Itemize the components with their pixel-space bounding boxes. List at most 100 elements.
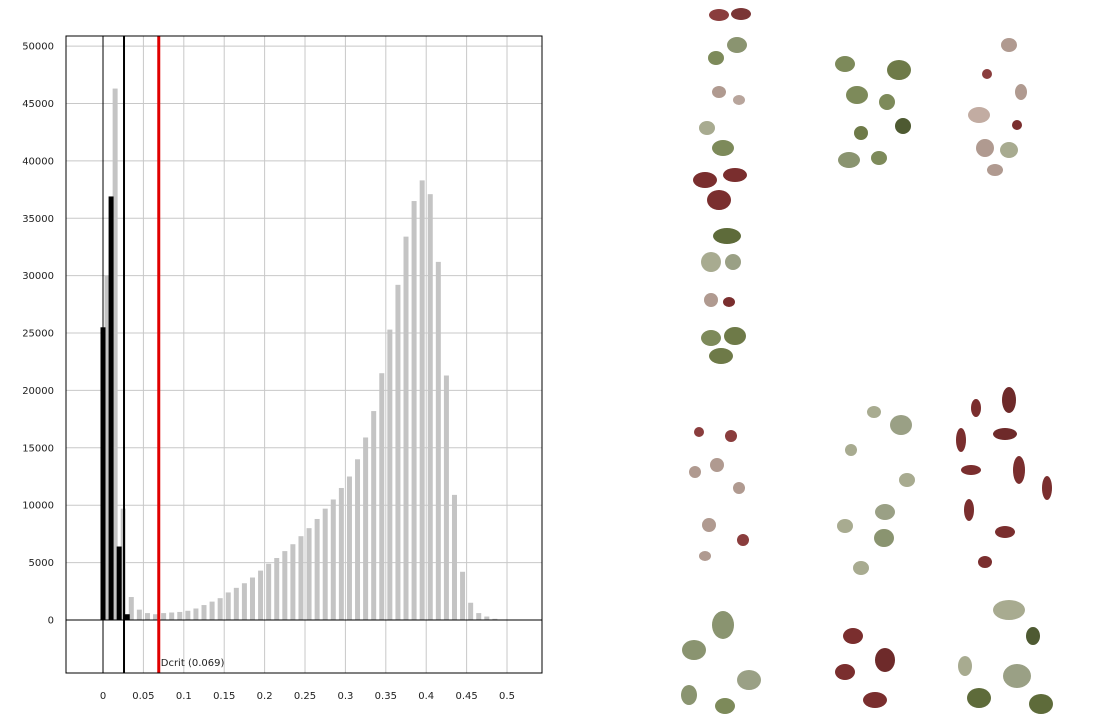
leaf [887,60,911,80]
bar [116,546,122,620]
bar [451,494,457,620]
bar [322,508,328,620]
bar [387,329,393,620]
leaf [875,648,895,672]
y-tick-label: 50000 [22,42,54,53]
panel [956,387,1052,568]
leaf [871,151,887,165]
leaf [1029,694,1053,714]
leaf [709,9,729,21]
bar [419,180,425,620]
panel [835,56,911,168]
bar [338,487,344,620]
leaf-samples [681,8,1053,714]
bar [169,612,175,620]
leaf [693,172,717,188]
leaf [846,86,868,104]
leaf [709,348,733,364]
bar [124,614,130,620]
leaf [890,415,912,435]
panel [701,228,746,364]
leaf [723,168,747,182]
bar [371,411,377,620]
bar [476,613,482,620]
bar [492,618,498,620]
y-tick-label: 0 [48,615,54,626]
y-tick-label: 30000 [22,271,54,282]
bar [225,592,231,620]
panel [693,8,751,210]
x-tick-label: 0.3 [337,691,353,702]
leaf [715,698,735,714]
leaf [993,600,1025,620]
leaf [681,685,697,705]
reference-label: Dcrit (0.069) [161,658,225,669]
leaf [694,427,704,437]
histogram: 0 5000 10000 15000 20000 25000 30000 35000 40000… [22,35,543,702]
leaf [968,107,990,123]
leaf [964,499,974,521]
panel [835,628,895,708]
bar [177,611,183,620]
leaf [1015,84,1027,100]
leaf [725,254,741,270]
bar [201,605,207,620]
leaf [701,252,721,272]
leaf [725,430,737,442]
leaf [854,126,868,140]
bar [460,571,466,620]
bar [290,544,296,620]
leaf [843,628,863,644]
y-tick-label: 15000 [22,443,54,454]
bar [346,476,352,620]
bar [144,613,150,620]
leaf [733,95,745,105]
leaf [701,330,721,346]
leaf [867,406,881,418]
bar [435,261,441,620]
leaf [737,534,749,546]
bar [266,563,272,620]
leaf [1013,456,1025,484]
y-tick-label: 5000 [29,558,54,569]
leaf [712,140,734,156]
leaf [733,482,745,494]
panel [681,611,761,714]
x-tick-label: 0.45 [455,691,477,702]
leaf [995,526,1015,538]
x-tick-label: 0.1 [176,691,192,702]
bar [185,610,191,620]
bar [153,614,159,620]
bar [427,194,433,620]
bar [403,236,409,620]
x-tick-label: 0.5 [499,691,515,702]
leaf [845,444,857,456]
panel [958,600,1053,714]
panel [968,38,1027,176]
leaf [875,504,895,520]
x-tick-label: 0 [100,691,106,702]
leaf [978,556,992,568]
leaf [689,466,701,478]
panel [689,427,749,561]
leaf [708,51,724,65]
bar [249,577,255,620]
leaf [987,164,1003,176]
leaf [1042,476,1052,500]
bar [258,570,264,620]
leaf [707,190,731,210]
leaf [712,86,726,98]
bar [298,536,304,620]
bar [209,601,215,620]
plot-border [65,35,543,674]
leaf [723,297,735,307]
y-tick-label: 10000 [22,501,54,512]
bar [128,597,134,620]
bar [379,373,385,620]
bar [108,196,114,620]
leaf [724,327,746,345]
bar [306,528,312,620]
leaf [737,670,761,690]
leaf [982,69,992,79]
